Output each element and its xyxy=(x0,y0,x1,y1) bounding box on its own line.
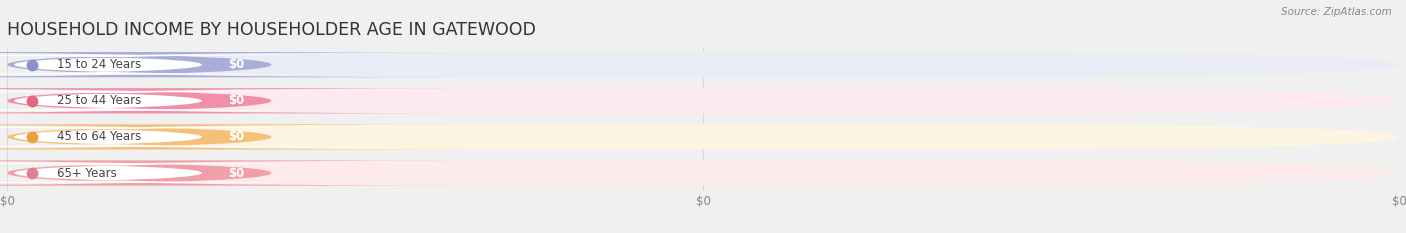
Text: $0: $0 xyxy=(229,130,245,143)
FancyBboxPatch shape xyxy=(0,160,495,186)
FancyBboxPatch shape xyxy=(0,124,495,150)
FancyBboxPatch shape xyxy=(0,55,394,75)
FancyBboxPatch shape xyxy=(0,52,495,77)
FancyBboxPatch shape xyxy=(7,52,1399,77)
Text: $0: $0 xyxy=(229,167,245,179)
Text: 15 to 24 Years: 15 to 24 Years xyxy=(58,58,142,71)
Text: HOUSEHOLD INCOME BY HOUSEHOLDER AGE IN GATEWOOD: HOUSEHOLD INCOME BY HOUSEHOLDER AGE IN G… xyxy=(7,21,536,39)
FancyBboxPatch shape xyxy=(7,160,1399,186)
Text: Source: ZipAtlas.com: Source: ZipAtlas.com xyxy=(1281,7,1392,17)
FancyBboxPatch shape xyxy=(0,88,495,113)
Text: $0: $0 xyxy=(229,58,245,71)
FancyBboxPatch shape xyxy=(7,88,1399,113)
FancyBboxPatch shape xyxy=(0,127,394,147)
FancyBboxPatch shape xyxy=(0,163,394,183)
Text: 65+ Years: 65+ Years xyxy=(58,167,117,179)
FancyBboxPatch shape xyxy=(0,91,394,111)
Text: $0: $0 xyxy=(229,94,245,107)
Text: 45 to 64 Years: 45 to 64 Years xyxy=(58,130,142,143)
FancyBboxPatch shape xyxy=(7,124,1399,150)
Text: 25 to 44 Years: 25 to 44 Years xyxy=(58,94,142,107)
